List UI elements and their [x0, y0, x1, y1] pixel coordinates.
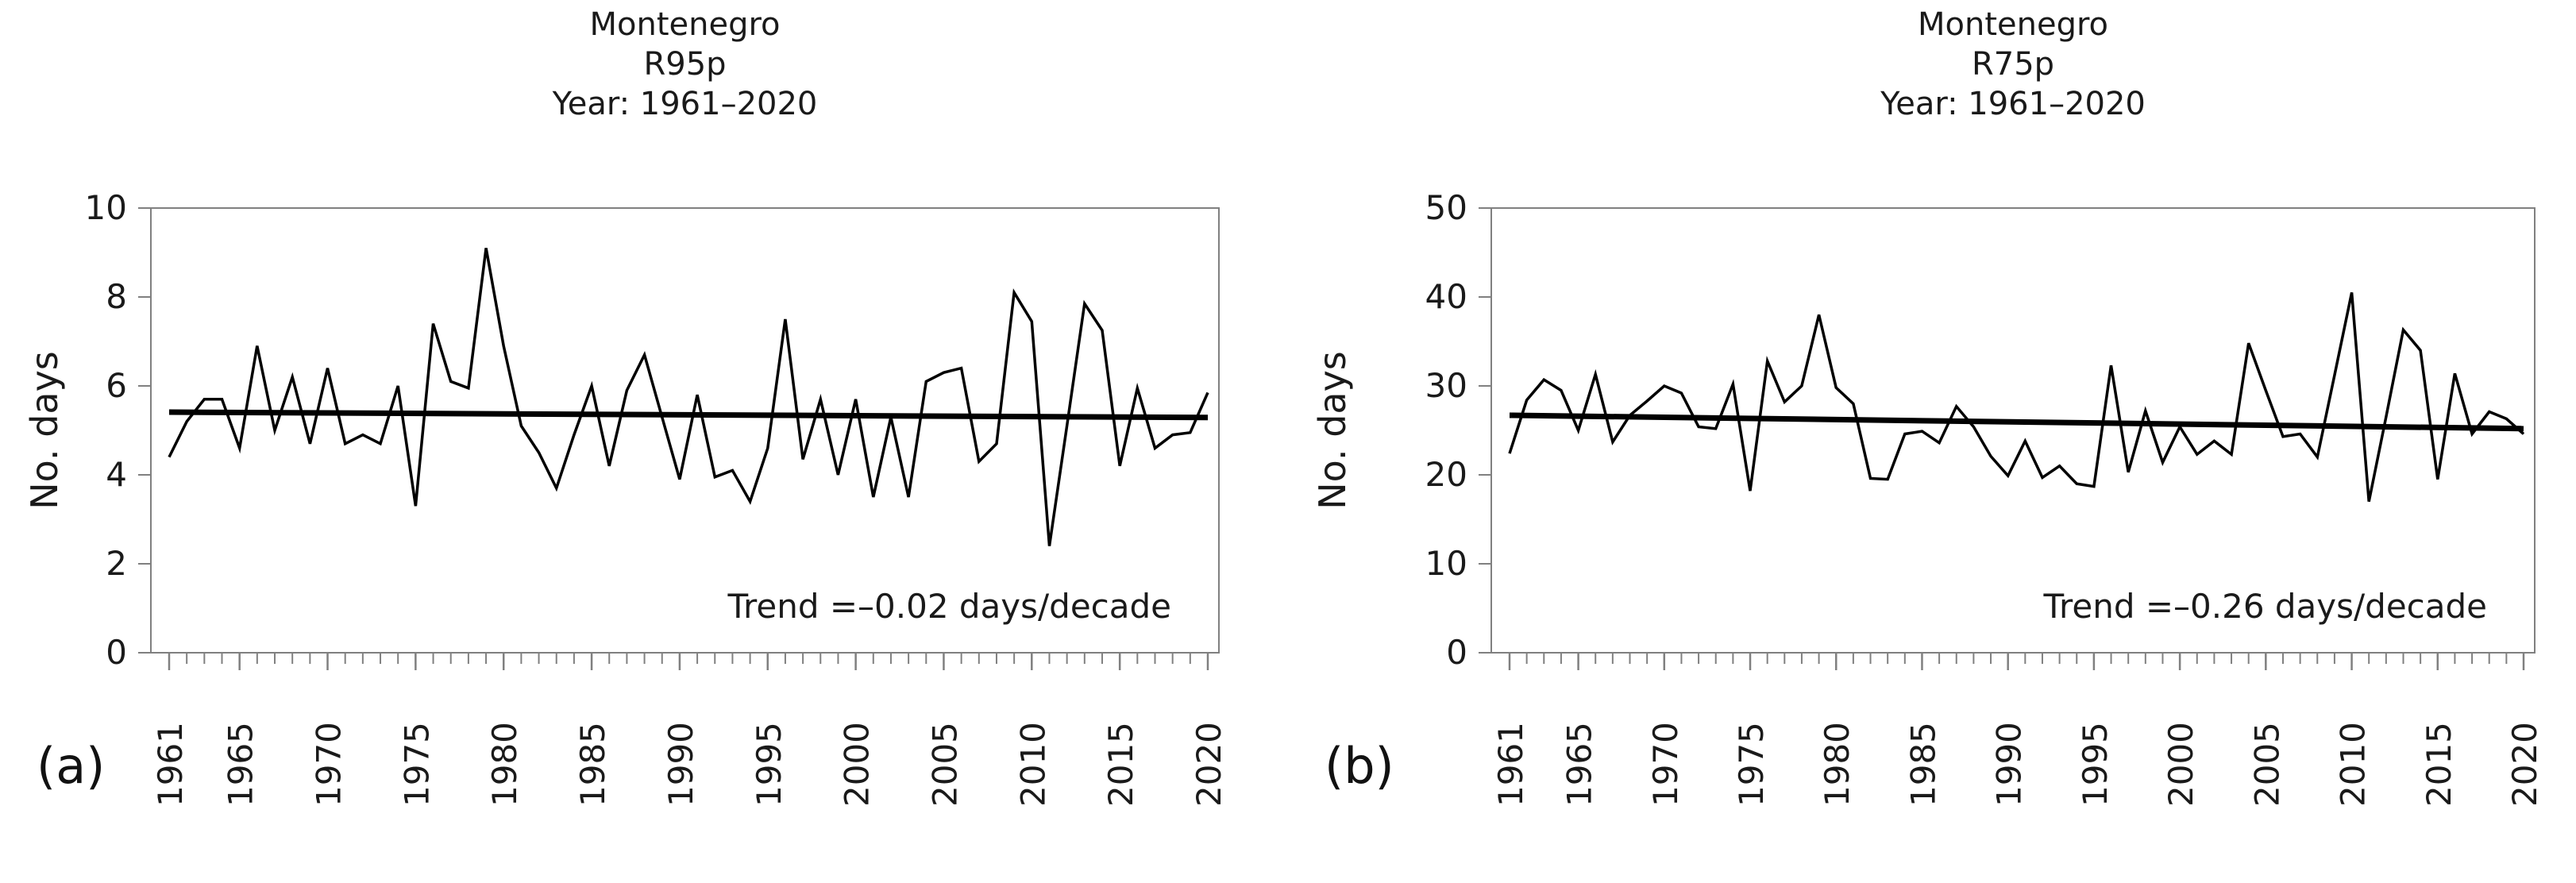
panel-b-letter: (b)	[1325, 737, 1394, 795]
x-tick-label: 1980	[485, 722, 524, 807]
trend-annotation: Trend =–0.02 days/decade	[727, 587, 1171, 626]
trend-annotation: Trend =–0.26 days/decade	[2043, 587, 2487, 626]
x-tick-label: 2005	[925, 722, 964, 807]
panel-a-letter: (a)	[37, 737, 106, 795]
chart-b-title: Montenegro	[1917, 6, 2109, 43]
chart-b-title-block: Montenegro R75p Year: 1961–2020	[1491, 5, 2535, 124]
y-tick-label: 6	[106, 366, 127, 405]
trend-line	[168, 409, 1209, 421]
chart-b-subtitle: R75p	[1971, 46, 2055, 83]
y-tick-label: 8	[106, 277, 127, 316]
x-tick-label: 2015	[1101, 722, 1140, 807]
x-tick-label: 1980	[1818, 722, 1857, 807]
x-tick-label: 1961	[151, 722, 190, 807]
x-tick-label: 1985	[573, 722, 612, 807]
y-tick-label: 10	[85, 188, 127, 227]
x-tick-label: 1961	[1491, 722, 1530, 807]
y-tick-label: 4	[106, 455, 127, 494]
x-tick-label: 1970	[1646, 722, 1685, 807]
x-tick-label: 1975	[1732, 722, 1771, 807]
chart-a-title-block: Montenegro R95p Year: 1961–2020	[151, 5, 1219, 124]
y-tick-label: 30	[1425, 366, 1467, 405]
x-tick-label: 1965	[222, 722, 260, 807]
data-line	[1508, 292, 2525, 502]
x-tick-label: 1995	[2076, 722, 2115, 807]
x-tick-label: 2010	[2334, 722, 2373, 807]
x-tick-label: 1990	[1990, 722, 2029, 807]
x-tick-label: 2015	[2420, 722, 2458, 807]
y-tick-label: 2	[106, 544, 127, 583]
y-tick-label: 50	[1425, 188, 1467, 227]
x-tick-label: 2000	[2161, 722, 2200, 807]
x-tick-label: 2020	[2505, 722, 2544, 807]
y-tick-label: 0	[1446, 633, 1467, 672]
x-tick-label: 1990	[661, 722, 700, 807]
y-tick-label: 10	[1425, 544, 1467, 583]
x-tick-label: 1985	[1903, 722, 1942, 807]
chart-a-subtitle: R95p	[643, 46, 727, 83]
plot-frame	[150, 207, 1220, 654]
x-tick-label: 2020	[1190, 722, 1228, 807]
x-tick-label: 1970	[310, 722, 349, 807]
x-tick-label: 2005	[2247, 722, 2286, 807]
y-tick-label: 20	[1425, 455, 1467, 494]
x-tick-label: 1965	[1560, 722, 1599, 807]
chart-a-canvas: 0 2 4 6 8 10 1961 1965 1970 1975 1980 1985 1990 1995 2…	[85, 188, 1228, 807]
panel-b: Montenegro R75p Year: 1961–2020 No. days…	[1288, 0, 2576, 883]
chart-a-period: Year: 1961–2020	[552, 86, 818, 122]
plot-frame	[1490, 207, 2536, 654]
panel-a: Montenegro R95p Year: 1961–2020 No. days…	[23, 5, 1228, 807]
chart-a-title: Montenegro	[589, 6, 781, 43]
x-tick-label: 1975	[397, 722, 436, 807]
x-tick-label: 2000	[838, 722, 877, 807]
data-line	[168, 248, 1209, 546]
trend-line	[1509, 412, 2524, 432]
x-tick-label: 1995	[750, 722, 789, 807]
x-tick-label: 2010	[1013, 722, 1052, 807]
chart-b-canvas: 0 10 20 30 40 50 1961 1965 1970 1975 1980 1985 1990 1…	[1425, 188, 2544, 807]
y-tick-label: 40	[1425, 277, 1467, 316]
y-tick-label: 0	[106, 633, 127, 672]
chart-b-period: Year: 1961–2020	[1880, 86, 2146, 122]
